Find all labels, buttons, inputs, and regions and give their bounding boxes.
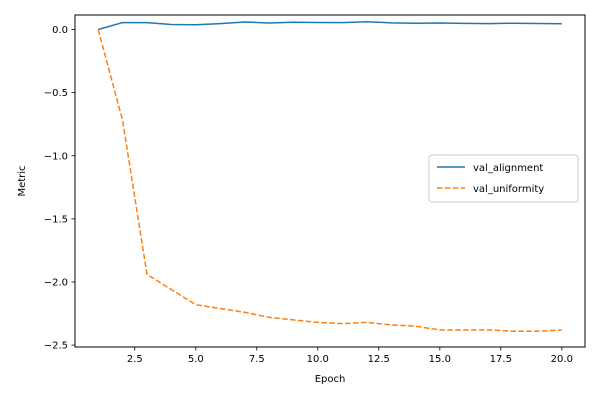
x-tick-label: 20.0 [551,354,573,365]
x-tick-label: 15.0 [429,354,451,365]
x-tick-label: 10.0 [307,354,329,365]
y-tick-label: −2.0 [44,277,68,288]
x-tick-label: 5.0 [188,354,204,365]
y-tick-label: −1.5 [44,214,68,225]
x-tick-label: 7.5 [249,354,265,365]
x-tick-label: 17.5 [490,354,512,365]
legend-label-val-alignment: val_alignment [473,163,543,174]
series-line-val-uniformity [97,29,562,332]
x-axis-label: Epoch [315,374,346,385]
legend-box [428,154,579,203]
plot-frame [74,14,586,348]
y-axis-ticks: 0.0 −0.5 −1.0 −1.5 −2.0 −2.5 [44,25,75,352]
x-axis-ticks: 2.5 5.0 7.5 10.0 12.5 15.0 17.5 20.0 [127,347,573,365]
x-tick-label: 12.5 [368,354,390,365]
legend-label-val-uniformity: val_uniformity [473,184,544,195]
legend: val_alignment val_uniformity [428,154,579,203]
series-layer [97,20,562,332]
x-tick-label: 2.5 [127,354,143,365]
y-axis-label: Metric [17,165,28,196]
y-tick-label: 0.0 [52,25,68,36]
y-tick-label: −2.5 [44,341,68,352]
y-tick-label: −1.0 [44,151,68,162]
y-tick-label: −0.5 [44,88,68,99]
series-line-val-alignment [97,20,562,31]
